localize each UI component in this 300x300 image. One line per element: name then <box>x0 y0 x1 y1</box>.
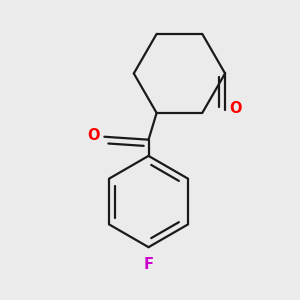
Text: F: F <box>143 257 154 272</box>
Text: O: O <box>87 128 100 143</box>
Text: O: O <box>230 101 242 116</box>
